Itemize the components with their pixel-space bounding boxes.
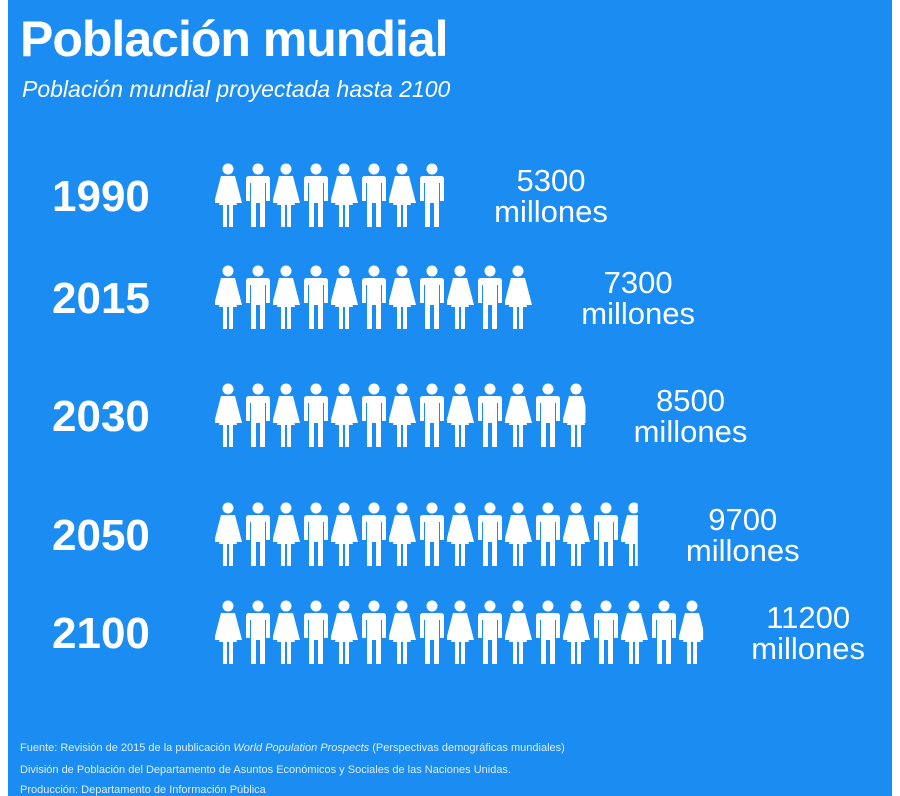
footer-text: (Perspectivas demográficas mundiales): [369, 742, 565, 754]
people-row: [215, 383, 586, 449]
category-label: 2015: [52, 274, 150, 323]
value-label: 9700 millones: [685, 502, 800, 568]
value-label: 11200 millones: [751, 600, 865, 666]
people-row: [215, 163, 446, 229]
footer-text: Fuente: Revisión de 2015 de la publicaci…: [20, 742, 234, 754]
people-row: [215, 600, 704, 666]
footer-text: Producción: Departamento de Información …: [20, 784, 266, 796]
category-label: 2100: [52, 609, 150, 658]
footer-text: División de Población del Departamento d…: [20, 764, 511, 776]
value-label: 5300 millones: [494, 163, 608, 229]
people-row: [215, 265, 534, 331]
footer-source: Fuente: Revisión de 2015 de la publicaci…: [20, 742, 565, 754]
category-label: 2050: [52, 511, 150, 560]
value-label: 8500 millones: [633, 383, 748, 449]
people-row: [215, 502, 638, 568]
value-label: 7300 millones: [581, 265, 696, 331]
category-label: 2030: [52, 392, 150, 441]
footer-title: World Population Prospects: [233, 742, 370, 754]
chart-subtitle: Población mundial proyectada hasta 2100: [22, 76, 451, 102]
category-label: 1990: [52, 172, 150, 221]
chart-title: Población mundial: [20, 11, 448, 67]
